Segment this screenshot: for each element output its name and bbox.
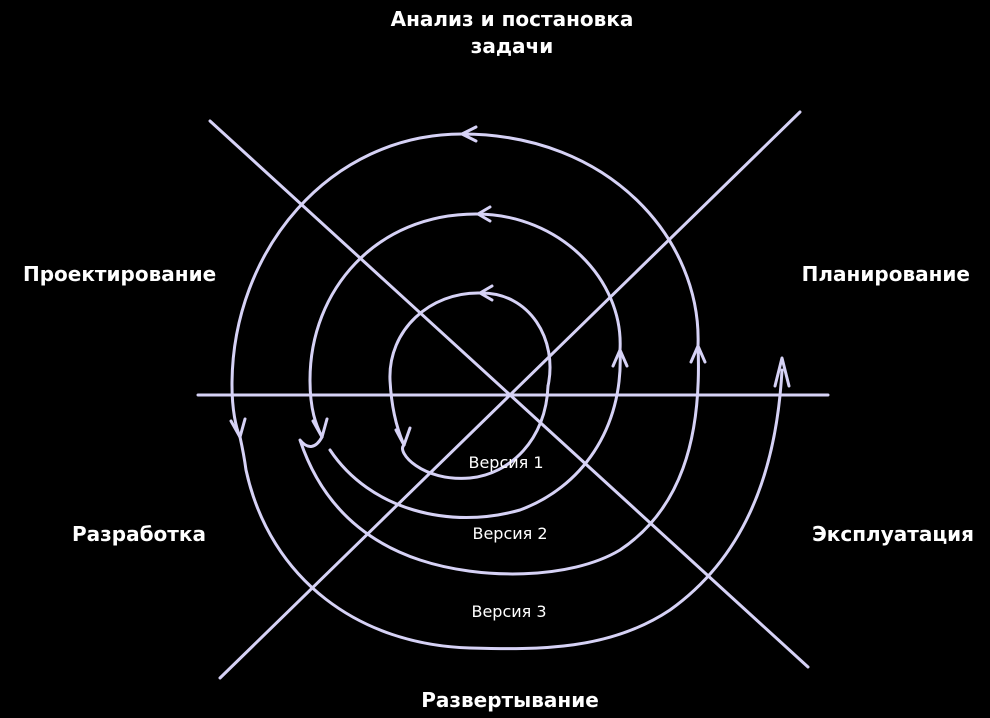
- spiral-coil-2-outer: [308, 212, 622, 439]
- axis-diagonal-up: [218, 110, 802, 680]
- stage-operation-label: Эксплуатация: [812, 522, 974, 546]
- arrowhead-coil-2-top: [476, 205, 492, 223]
- stage-development-label: Разработка: [72, 522, 206, 546]
- stage-planning-label: Планирование: [801, 262, 970, 286]
- spiral-coil-1: [388, 291, 552, 447]
- spiral-coil-3-mid: [298, 344, 700, 576]
- arrowhead-exit-right: [773, 356, 791, 388]
- spiral-coil-3-upper: [230, 132, 700, 439]
- arrowhead-coil-1-left: [394, 426, 412, 447]
- spiral-coil-3-lower: [238, 368, 784, 651]
- spiral-coil-2-lower: [328, 348, 622, 519]
- arrowhead-coil-2-left: [311, 417, 329, 439]
- version-1-label: Версия 1: [468, 453, 544, 472]
- spiral-coil-2: [401, 384, 550, 480]
- version-3-label: Версия 3: [471, 602, 547, 621]
- stage-analysis-label: Анализ и постановка задачи: [390, 7, 634, 58]
- arrowhead-coil-1-top: [478, 284, 494, 302]
- stage-design-label: Проектирование: [23, 262, 217, 286]
- arrowhead-coil-2-right: [611, 348, 629, 368]
- arrowhead-coil-3-top: [460, 125, 478, 143]
- arrowhead-coil-3-right: [689, 344, 707, 364]
- stage-deployment-label: Развертывание: [421, 688, 599, 712]
- version-2-label: Версия 2: [472, 524, 548, 543]
- arrowhead-coil-3-left: [229, 417, 247, 439]
